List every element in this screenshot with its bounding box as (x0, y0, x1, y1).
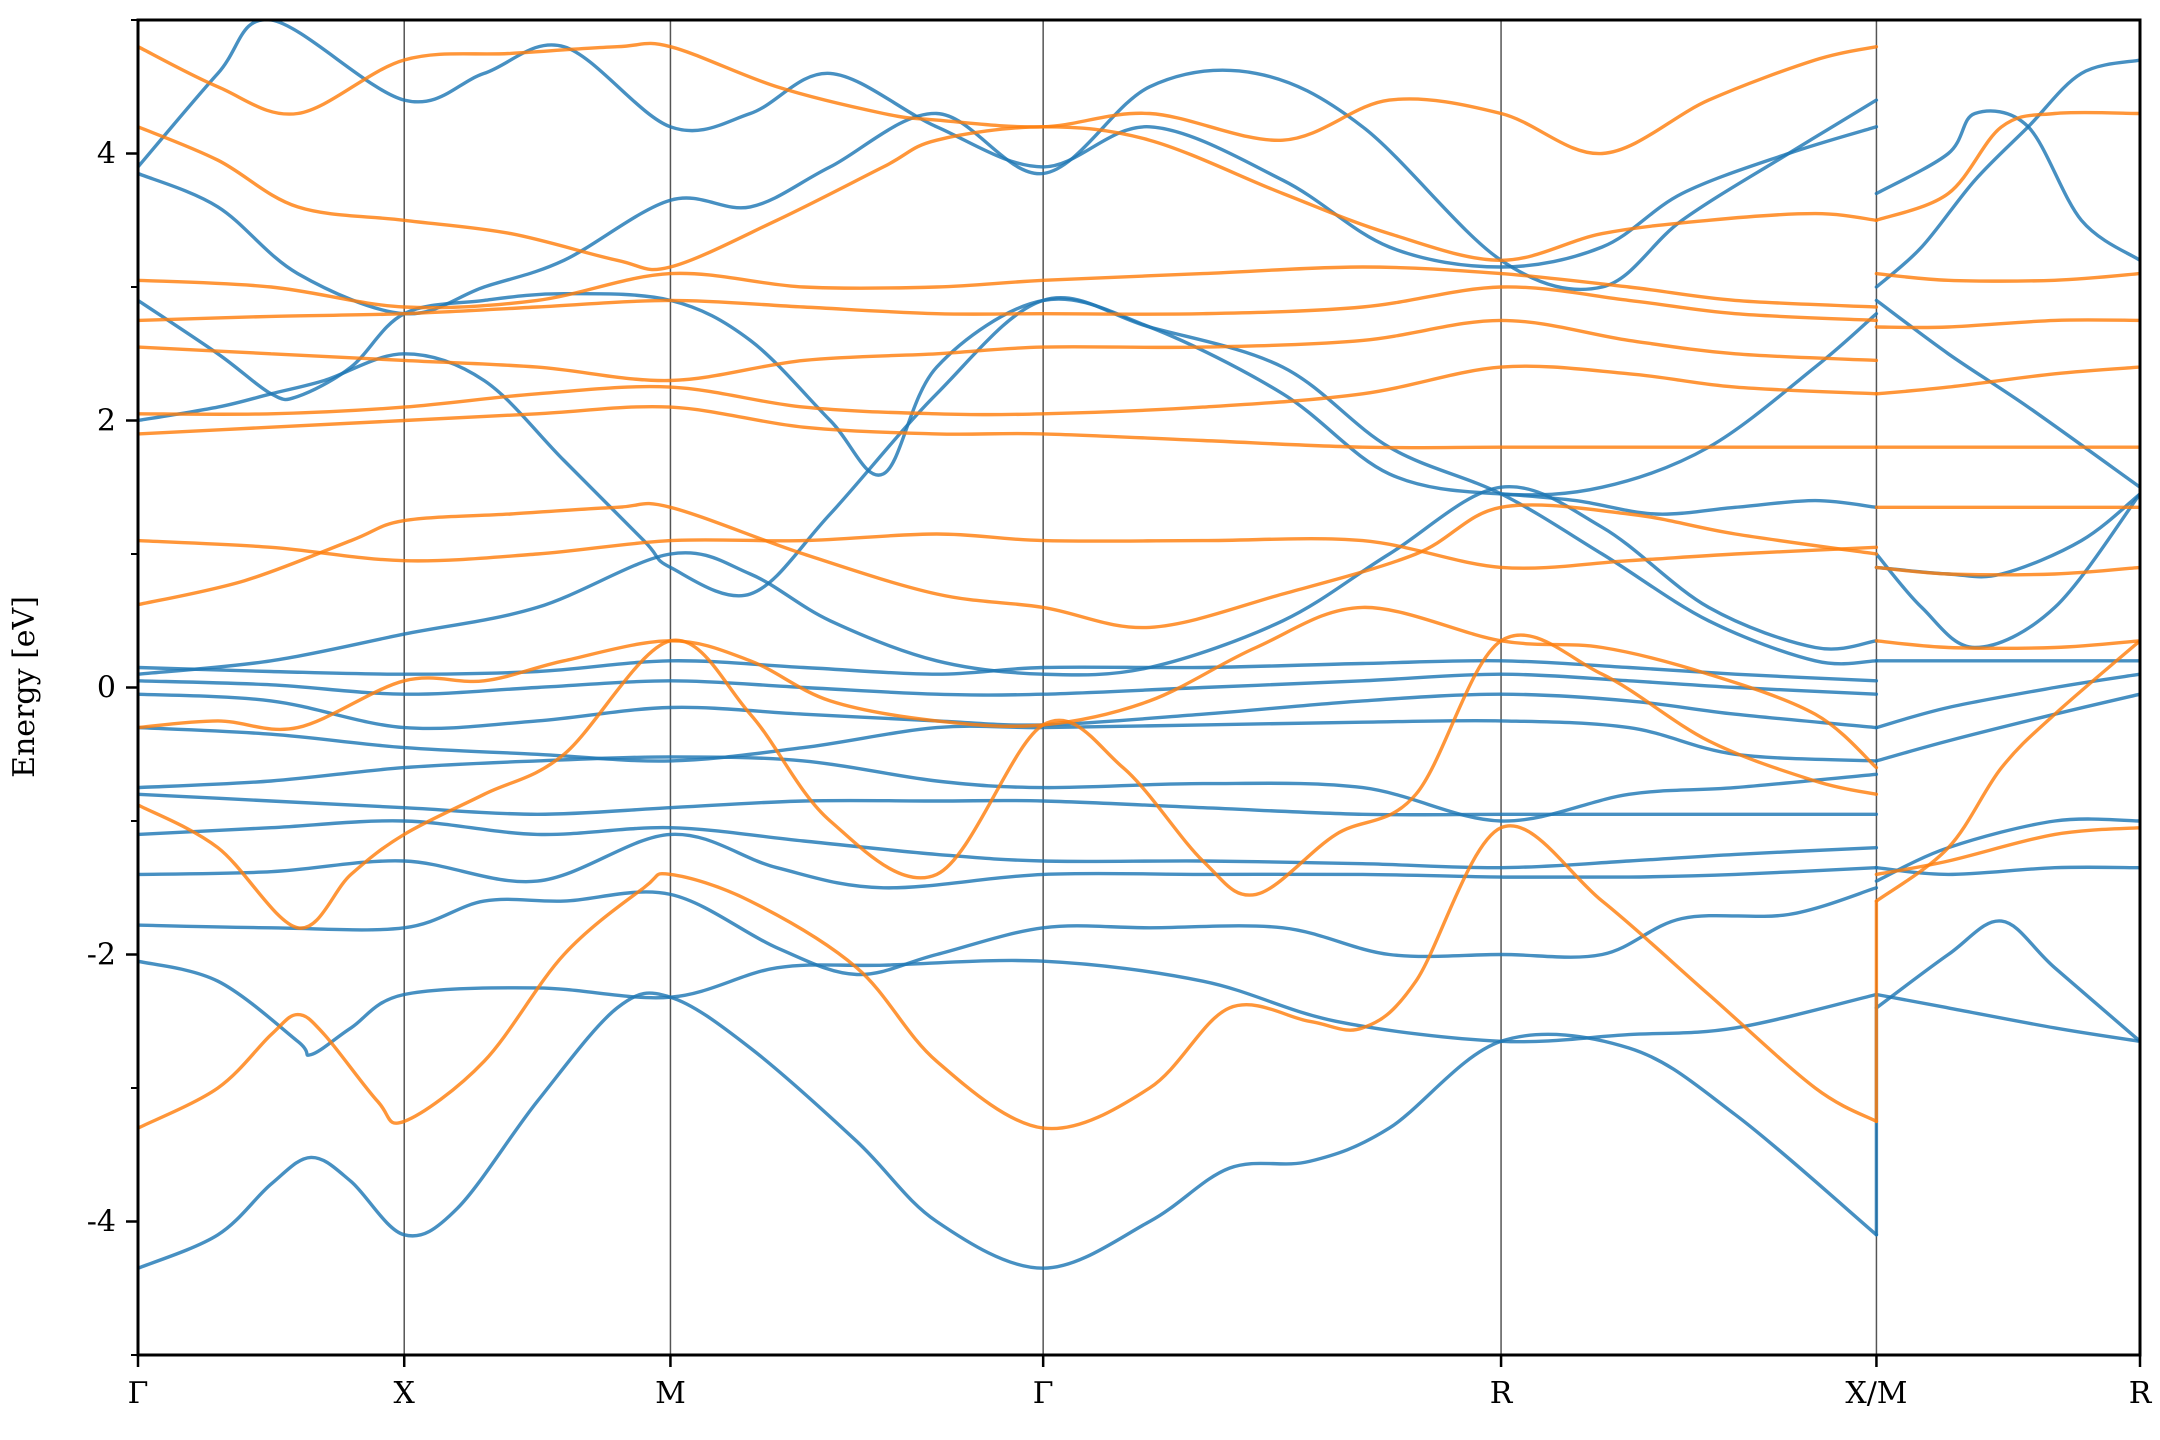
band-lines (138, 20, 2140, 1270)
y-tick-label: 0 (97, 671, 116, 706)
x-axis: Γ X M Γ R X/M R (128, 1355, 2153, 1411)
band-line (1874, 639, 2140, 903)
band-line (138, 318, 1879, 383)
x-tick-label: X/M (1845, 1376, 1907, 1411)
band-line (1874, 318, 2140, 330)
band-line (138, 285, 1879, 323)
band-line (138, 692, 1879, 731)
band-line (138, 605, 1879, 770)
band-line (1874, 639, 2140, 651)
band-line (138, 501, 1879, 630)
y-axis: -4 -2 0 2 4 (87, 19, 138, 1356)
band-line (138, 484, 1879, 677)
x-tick-label: R (1490, 1376, 1514, 1411)
x-tick-label: X (394, 1376, 416, 1411)
band-line (138, 68, 1879, 316)
band-line (138, 958, 1879, 1057)
band-line (1874, 110, 2140, 222)
plot-frame (136, 18, 2142, 1357)
x-tick-label: Γ (128, 1376, 149, 1411)
band-line (138, 20, 1879, 269)
band-line (1874, 919, 2140, 1043)
band-line (1874, 992, 2140, 1043)
band-series-0 (138, 20, 2140, 1270)
band-line (138, 886, 1879, 977)
band-line (138, 125, 1879, 272)
x-tick-label: Γ (1033, 1376, 1054, 1411)
band-line (138, 832, 1879, 890)
band-line (1874, 58, 2140, 289)
band-line (138, 633, 1879, 930)
band-line (138, 672, 1879, 697)
y-tick-label: 2 (97, 404, 116, 439)
x-tick-label: R (2129, 1376, 2153, 1411)
band-line (1874, 109, 2140, 262)
band-line (138, 364, 1879, 417)
band-line (138, 755, 1879, 823)
band-line (1874, 817, 2140, 883)
band-line (1874, 271, 2140, 283)
band-line (138, 291, 1879, 497)
band-line (138, 819, 1879, 870)
band-line (1874, 826, 2140, 877)
band-series-1 (138, 41, 2140, 1131)
band-line (1874, 865, 2140, 877)
band-line (1874, 365, 2140, 396)
band-line (1874, 692, 2140, 763)
y-tick-label: -4 (87, 1205, 116, 1240)
y-tick-label: -2 (87, 938, 116, 973)
band-line (1499, 492, 1879, 516)
band-line (138, 404, 1879, 450)
band-line (138, 296, 1879, 666)
band-line (138, 41, 1879, 156)
x-tick-label: M (655, 1376, 686, 1411)
y-tick-label: 4 (97, 137, 116, 172)
high-symmetry-lines (403, 20, 1878, 1355)
y-axis-title: Energy [eV] (7, 596, 42, 778)
band-line (1874, 565, 2140, 577)
band-line (138, 824, 1879, 1131)
band-line (1874, 672, 2140, 730)
band-line (138, 532, 1879, 570)
band-line (138, 265, 1879, 310)
